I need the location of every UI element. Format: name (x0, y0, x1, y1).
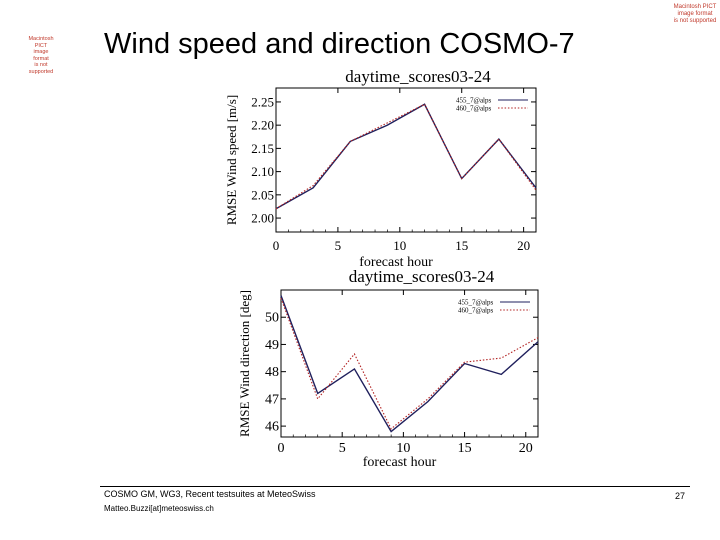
pict-line: is not supported (673, 18, 717, 24)
series-line-1 (275, 103, 537, 210)
series-line-1 (280, 295, 539, 433)
plot-frame (280, 289, 539, 438)
unsupported-image-placeholder-right: Macintosh PICT image format is not suppo… (672, 4, 718, 25)
legend-label: 460_7@alps (458, 307, 493, 315)
x-tick-label: 20 (517, 238, 530, 253)
footer-divider (100, 486, 690, 487)
y-tick-label: 50 (265, 311, 279, 326)
chart-title: daytime_scores03-24 (349, 267, 495, 286)
y-tick-label: 2.10 (251, 164, 274, 179)
pict-line: Macintosh PICT (673, 4, 717, 10)
y-tick-label: 48 (265, 365, 279, 380)
y-tick-label: 46 (265, 420, 279, 435)
x-tick-label: 5 (335, 238, 342, 253)
footer-email: Matteo.Buzzi[at]meteoswiss.ch (104, 504, 214, 513)
y-tick-label: 2.15 (251, 141, 274, 156)
x-axis-label: forecast hour (363, 455, 437, 470)
y-tick-label: 49 (265, 338, 279, 353)
page-number: 27 (675, 491, 686, 501)
legend-label: 460_7@alps (456, 105, 491, 113)
x-axis-label: forecast hour (359, 255, 433, 270)
legend-label: 455_7@alps (456, 97, 491, 105)
y-axis-label: RMSE Wind direction [deg] (237, 290, 252, 437)
y-tick-label: 2.00 (251, 211, 274, 226)
footer-caption: COSMO GM, WG3, Recent testsuites at Mete… (104, 489, 316, 499)
pict-line: Macintosh PICT (28, 36, 54, 49)
x-tick-label: 10 (396, 441, 410, 456)
legend-label: 455_7@alps (458, 299, 493, 307)
series-line-2 (280, 297, 539, 430)
y-tick-label: 2.20 (251, 118, 274, 133)
y-tick-label: 47 (265, 392, 279, 407)
unsupported-image-placeholder-left: Macintosh PICT image format is not suppo… (26, 36, 56, 75)
x-tick-label: 15 (455, 238, 468, 253)
slide-title: Wind speed and direction COSMO-7 (104, 28, 575, 60)
x-tick-label: 10 (393, 238, 406, 253)
y-tick-label: 2.25 (251, 94, 274, 109)
pict-line: image format (33, 49, 49, 62)
pict-line: image format (677, 11, 713, 17)
x-tick-label: 0 (273, 238, 280, 253)
x-tick-label: 15 (458, 441, 472, 456)
series-line-2 (275, 103, 537, 210)
plot-frame (275, 87, 537, 233)
y-axis-label: RMSE Wind speed [m/s] (224, 95, 239, 225)
x-tick-label: 0 (278, 441, 285, 456)
x-tick-label: 20 (519, 441, 533, 456)
chart-title: daytime_scores03-24 (345, 67, 491, 86)
x-tick-label: 5 (339, 441, 346, 456)
y-tick-label: 2.05 (251, 187, 274, 202)
pict-line: is not supported (28, 62, 54, 75)
